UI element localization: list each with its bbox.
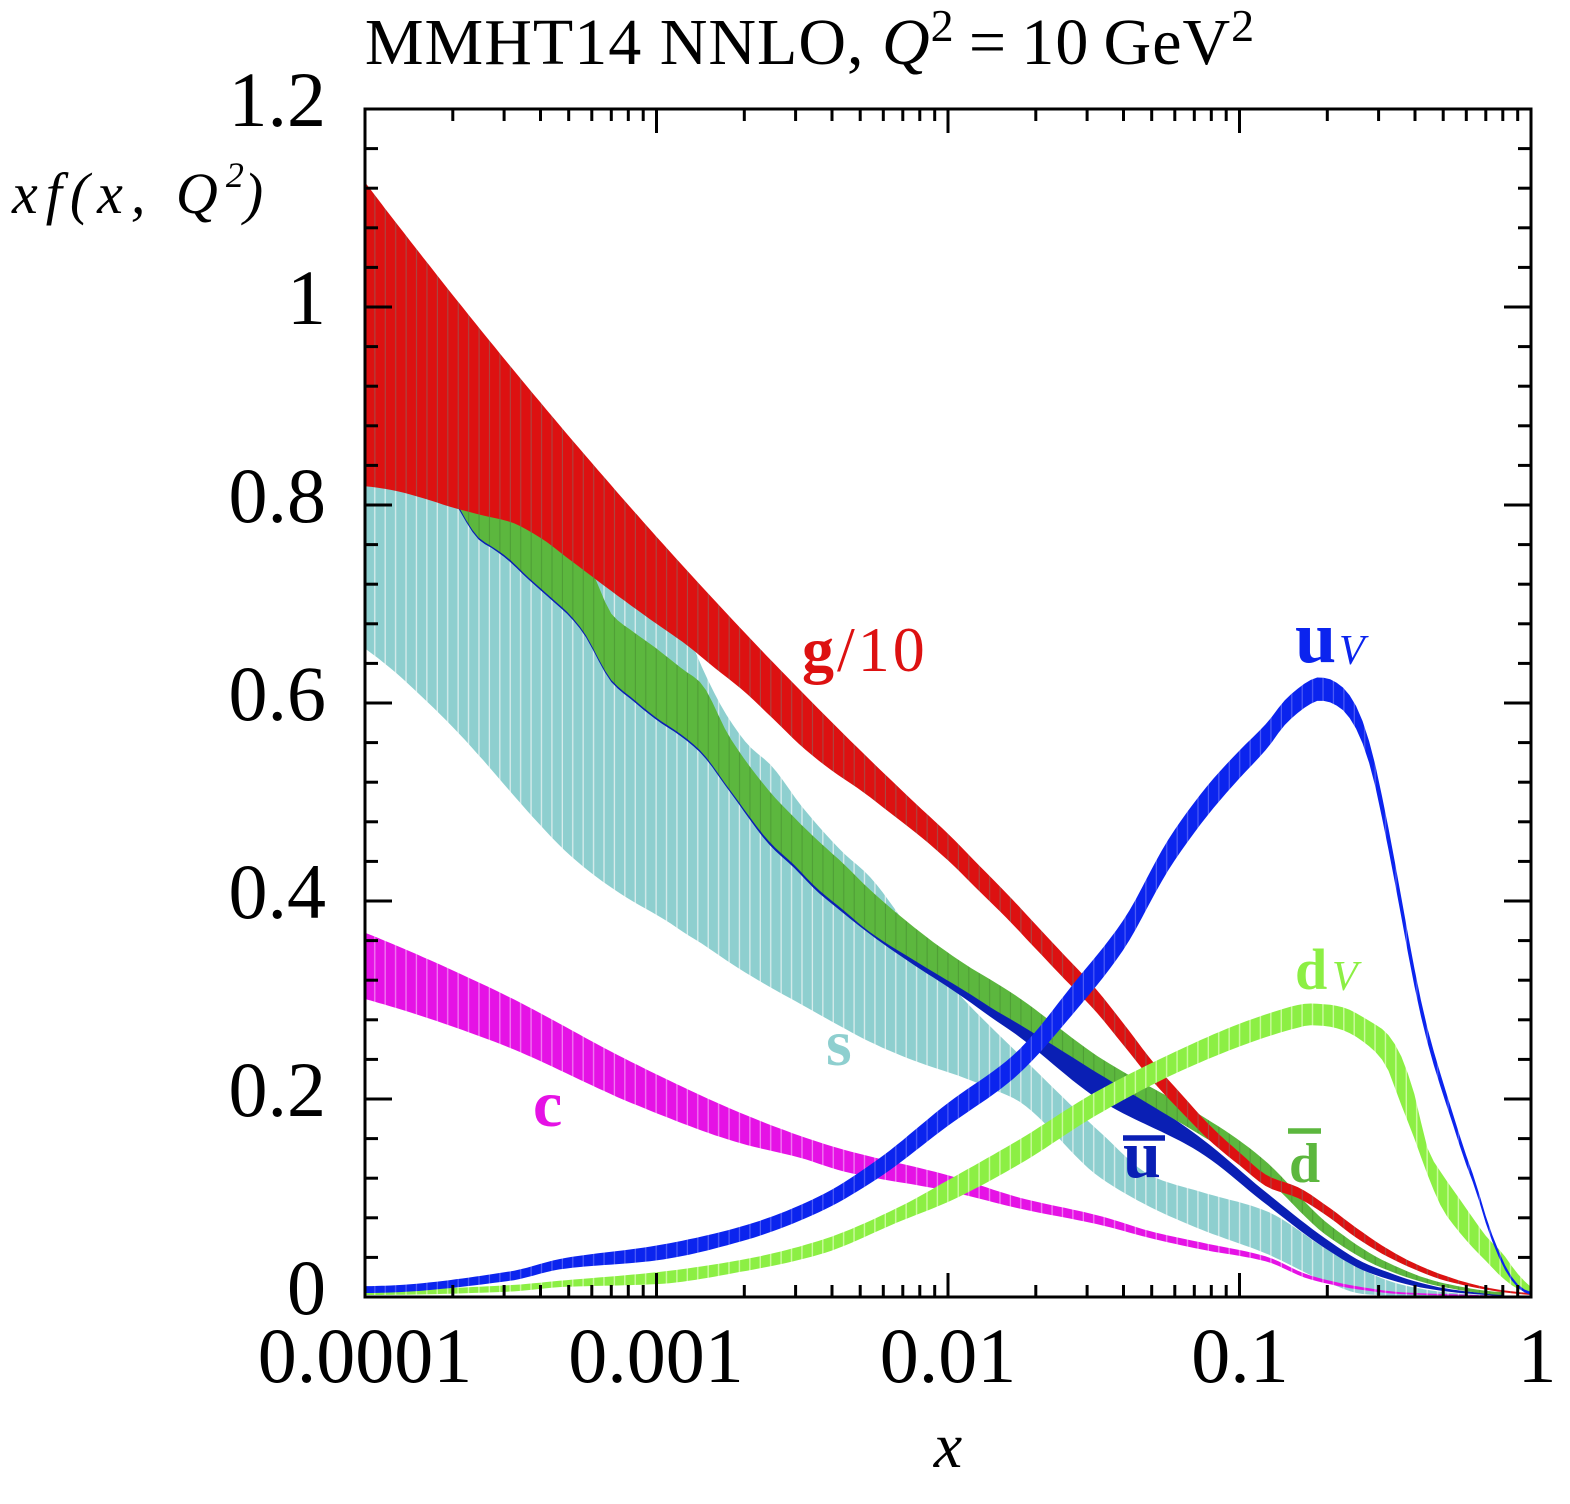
svg-text:0.01: 0.01 [880,1312,1017,1399]
svg-text:x: x [933,1410,962,1481]
svg-text:0.8: 0.8 [229,452,327,539]
svg-text:u: u [1295,597,1336,679]
svg-text:c: c [533,1068,562,1141]
svg-text:0.1: 0.1 [1191,1312,1289,1399]
svg-text:V: V [1332,954,1362,1000]
svg-text:1.2: 1.2 [229,56,327,143]
svg-text:d: d [1289,1133,1320,1195]
svg-text:0.001: 0.001 [568,1312,744,1399]
svg-text:xf(x, Q2): xf(x, Q2) [11,155,263,226]
svg-text:u: u [1123,1116,1161,1192]
svg-text:1: 1 [287,254,326,341]
svg-text:MMHT14 NNLO, Q2 = 10 GeV2: MMHT14 NNLO, Q2 = 10 GeV2 [365,0,1255,79]
svg-text:d: d [1295,937,1327,1002]
svg-text:g/10: g/10 [802,614,928,685]
svg-text:V: V [1339,628,1369,674]
svg-text:s: s [826,1007,852,1080]
svg-text:0.4: 0.4 [229,848,327,935]
svg-text:1: 1 [1518,1312,1557,1399]
svg-text:0: 0 [287,1244,326,1331]
svg-text:0.0001: 0.0001 [258,1312,473,1399]
svg-text:0.6: 0.6 [229,650,327,737]
svg-text:0.2: 0.2 [229,1046,327,1133]
